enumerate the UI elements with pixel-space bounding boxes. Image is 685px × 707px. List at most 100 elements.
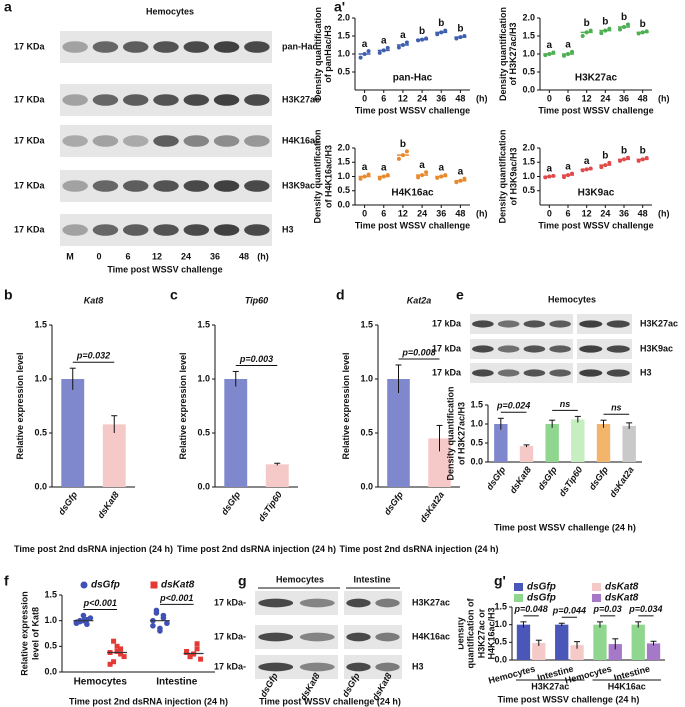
significance-label: p=0.008	[401, 347, 435, 357]
group-letter: a	[438, 163, 444, 174]
y-tick-label: 2.0	[522, 142, 535, 152]
point	[404, 149, 409, 154]
blot-marker: 17 KDa	[14, 135, 46, 145]
y-axis-label-box: Relative expression level	[178, 352, 188, 459]
x-axis-label: Time post WSSV challenge (24 h)	[494, 522, 636, 532]
y-tick-label: 1.0	[470, 418, 483, 428]
blot-e-band	[549, 345, 571, 353]
blot-e-membrane	[470, 339, 573, 359]
point	[187, 654, 193, 660]
y-axis-label: Relative expression level	[340, 352, 351, 460]
significance-label: p<0.001	[159, 593, 193, 603]
y-tick-label: 0.5	[360, 427, 373, 437]
y-tick-label: 1.0	[360, 373, 373, 383]
blot-protein: H3K9ac	[282, 180, 315, 190]
y-tick-label: 1.0	[522, 171, 535, 181]
blot-protein: H3	[412, 661, 424, 671]
bar	[265, 464, 289, 487]
bar	[646, 643, 661, 660]
point	[111, 638, 117, 644]
group-letter: a	[381, 163, 387, 174]
y-axis-label: Density quantification of H4K16ac/H3	[312, 129, 333, 224]
point	[377, 50, 382, 55]
point	[462, 176, 467, 181]
bar	[532, 643, 546, 660]
blot-e-membrane	[577, 339, 632, 359]
x-tick-label: dsGfp	[219, 489, 242, 516]
blot-e-band	[549, 320, 571, 328]
legend-swatch	[514, 583, 523, 591]
x-tick-label: 12	[398, 208, 408, 218]
blot-e-band	[523, 320, 546, 328]
point	[570, 49, 574, 54]
y-tick-label: 1.0	[34, 373, 47, 383]
point	[599, 165, 604, 170]
y-tick-label: 0.5	[470, 437, 483, 447]
significance-label: p=0.034	[628, 604, 662, 614]
y-axis-label: Density quantification of H3K9ac/H3	[497, 129, 518, 224]
blot-protein: H3K27ac	[640, 318, 678, 328]
blot-lane: 48	[239, 251, 249, 261]
blot-a-band	[122, 180, 149, 192]
y-axis-label-box: Relative expression level	[340, 352, 351, 460]
bar	[555, 624, 569, 660]
y-tick-label: 0.0	[360, 481, 373, 491]
legend-label: dsGfp	[527, 582, 556, 593]
blot-a-band	[153, 180, 179, 192]
y-tick-label: 0.0	[197, 481, 210, 491]
group-letter: a	[458, 166, 464, 177]
x-tick-label: dsKat2a	[418, 490, 446, 524]
blot-e-membrane	[470, 363, 573, 383]
blot-unit: (h)	[257, 251, 269, 261]
x-tick-label: dsKat8	[508, 465, 533, 495]
bar	[224, 379, 248, 487]
group-letter: b	[400, 139, 406, 150]
blot-xlabel: Time post WSSV challenge	[107, 264, 222, 274]
bar	[61, 379, 85, 487]
blot-a-band	[183, 224, 210, 236]
point	[435, 32, 440, 37]
blot-e-band	[497, 320, 520, 328]
point	[114, 648, 120, 654]
legend-label: dsGfp	[527, 593, 556, 604]
point	[198, 656, 204, 662]
legend-label: dsKat8	[605, 582, 639, 593]
blot-a-band	[62, 41, 88, 53]
y-tick-label: 2.0	[337, 142, 350, 152]
blot-a-band	[213, 41, 240, 53]
y-tick-label: 1.5	[337, 30, 350, 40]
x-tick-label: 24	[417, 93, 427, 103]
blot-g-band	[375, 632, 400, 642]
x-tick-label: 12	[582, 208, 592, 218]
panel-inner-label: pan-Hac	[393, 73, 433, 84]
blot-marker: 17 KDa	[14, 180, 46, 190]
blot-lane: 24	[181, 251, 191, 261]
group-letter: b	[602, 150, 608, 161]
group-letter: a	[584, 156, 590, 167]
point	[424, 170, 429, 175]
x-tick-label: 6	[381, 93, 386, 103]
bar	[593, 624, 607, 660]
point	[562, 53, 566, 58]
y-axis-label-box: Density quantification of H3K27ac/H3	[498, 7, 518, 101]
blot-title: Hemocytes	[548, 294, 596, 304]
y-axis-label-box: Density quantification of H3K27ac/H3	[446, 387, 466, 481]
blot-e-band	[606, 320, 630, 328]
point	[599, 31, 604, 36]
blot-a-band	[122, 41, 149, 53]
blot-g-band	[346, 598, 371, 608]
blot-protein: pan-Hac	[282, 41, 318, 51]
point	[111, 659, 117, 665]
x-axis-label: Time post WSSV challenge	[355, 220, 470, 230]
x-tick-label: 36	[436, 208, 446, 218]
blot-e-band	[549, 369, 571, 377]
group-letter: b	[640, 146, 646, 157]
blot-lane: 36	[210, 251, 220, 261]
x-axis-label: Time post 2nd dsRNA injection (24 h)	[176, 543, 337, 554]
x-axis-label-box: Time post 2nd dsRNA injection (24 h)	[339, 544, 498, 554]
blot-e-band	[497, 345, 520, 353]
chart-title: Kat8	[84, 295, 104, 305]
x-tick-label: 6	[565, 208, 570, 218]
panel-label: g'	[494, 573, 506, 589]
blot-a-band	[153, 135, 179, 147]
